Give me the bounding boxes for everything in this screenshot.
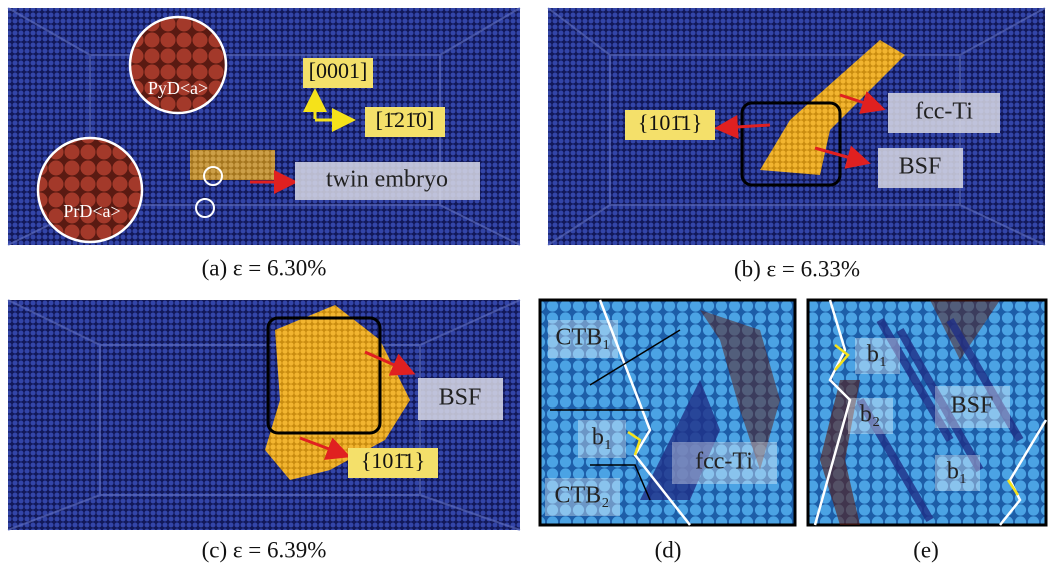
annotation: CTB₁ — [555, 325, 610, 351]
annotation: b₁ — [947, 459, 967, 485]
panel-e: b₁ b₂ BSF b₁ (e) — [808, 300, 1046, 562]
direction-label: [0001] — [309, 58, 368, 83]
caption: (b) ε = 6.33% — [734, 256, 860, 281]
caption: (a) ε = 6.30% — [202, 255, 327, 280]
caption: (c) ε = 6.39% — [202, 537, 327, 562]
plane-label: {101̄1} — [638, 110, 702, 135]
annotation: BSF — [899, 154, 942, 180]
annotation: BSF — [439, 385, 482, 411]
plane-label: {101̄1} — [361, 448, 425, 473]
panel-a: [0001] [1̄21̄0] PyD<a> PrD<a> twin embry… — [8, 8, 520, 280]
direction-label: [1̄21̄0] — [376, 107, 435, 132]
caption: (e) — [913, 537, 939, 562]
annotation: b₁ — [592, 425, 612, 451]
caption: (d) — [655, 537, 682, 562]
inset-label: PrD<a> — [63, 201, 120, 221]
panel-c: BSF {101̄1} (c) ε = 6.39% — [8, 300, 520, 562]
annotation: b₂ — [860, 402, 880, 428]
panel-d: CTB₁ b₁ fcc-Ti CTB₂ (d) — [540, 300, 795, 562]
annotation: BSF — [951, 393, 994, 419]
annotation: fcc-Ti — [695, 449, 753, 475]
annotation: CTB₂ — [554, 483, 609, 509]
inset-label: PyD<a> — [148, 78, 208, 98]
annotation: twin embryo — [326, 167, 448, 193]
panel-b: {101̄1} fcc-Ti BSF (b) ε = 6.33% — [548, 8, 1045, 281]
annotation: b₁ — [867, 342, 887, 368]
annotation: fcc-Ti — [915, 99, 973, 125]
figure: [0001] [1̄21̄0] PyD<a> PrD<a> twin embry… — [0, 0, 1052, 566]
